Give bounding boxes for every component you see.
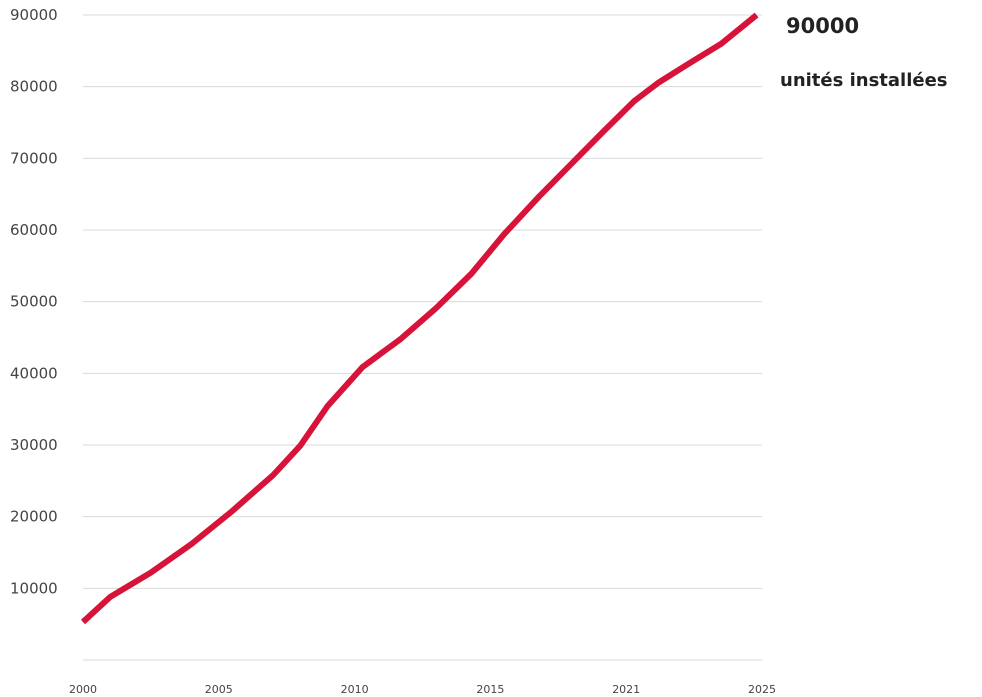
y-tick-label: 20000 (10, 508, 58, 526)
callout-value: 90000 (786, 14, 860, 38)
y-axis-labels: 10000 20000 30000 40000 50000 60000 70000 80000… (10, 6, 58, 597)
x-tick-label: 2025 (748, 683, 776, 696)
x-tick-label: 2005 (205, 683, 233, 696)
y-tick-label: 90000 (10, 6, 58, 24)
x-tick-label: 2010 (341, 683, 369, 696)
y-tick-label: 40000 (10, 364, 58, 382)
x-tick-label: 2000 (69, 683, 97, 696)
y-tick-label: 30000 (10, 436, 58, 454)
series-line (80, 12, 759, 625)
x-axis-labels: 2000 2005 2010 2015 2021 2025 (69, 683, 776, 696)
callout-label: unités installées (780, 70, 948, 91)
y-tick-label: 60000 (10, 221, 58, 239)
grid-lines (83, 14, 762, 661)
series-group (80, 12, 759, 625)
x-tick-label: 2015 (476, 683, 504, 696)
y-tick-label: 70000 (10, 149, 58, 167)
y-tick-label: 10000 (10, 579, 58, 597)
x-tick-label: 2021 (612, 683, 640, 696)
y-tick-label: 50000 (10, 293, 58, 311)
y-tick-label: 80000 (10, 78, 58, 96)
